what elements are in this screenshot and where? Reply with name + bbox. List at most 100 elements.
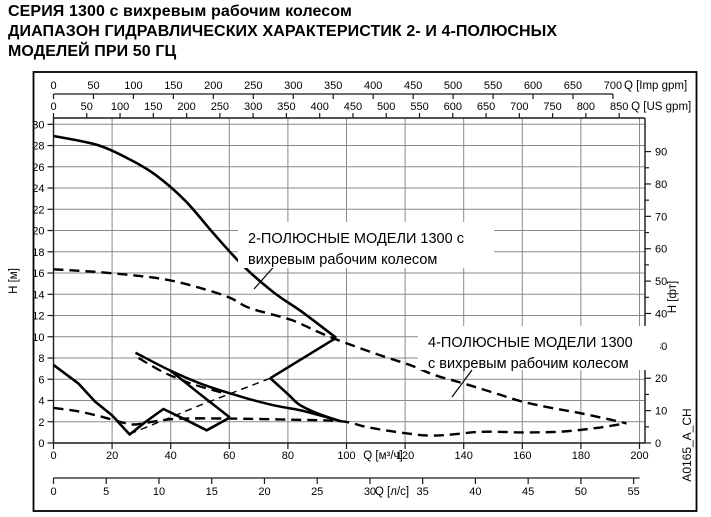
label-2pole-box xyxy=(238,222,494,268)
tick-label-imp: 600 xyxy=(524,80,542,92)
tick-label-imp: 350 xyxy=(324,80,342,92)
tick-label-m3h: 20 xyxy=(106,450,118,462)
label-4pole-box xyxy=(418,326,660,370)
curve-pole2-steep-line xyxy=(169,369,231,419)
tick-label-ls: 50 xyxy=(575,486,587,498)
tick-label-h-m: 22 xyxy=(32,204,44,216)
tick-label-h-ft: 80 xyxy=(655,179,667,191)
page-subtitle-line1: ДИАПАЗОН ГИДРАВЛИЧЕСКИХ ХАРАКТЕРИСТИК 2-… xyxy=(8,23,558,40)
tick-label-h-m: 28 xyxy=(32,141,44,153)
label-4pole-text: 4-ПОЛЮСНЫЕ МОДЕЛИ 1300 xyxy=(428,335,633,351)
tick-label-h-m: 10 xyxy=(32,332,44,344)
tick-label-ls: 15 xyxy=(206,486,218,498)
tick-label-m3h: 100 xyxy=(337,450,355,462)
pump-curves xyxy=(52,134,627,437)
label-2pole-text: вихревым рабочим колесом xyxy=(248,252,437,268)
tick-label-us: 500 xyxy=(377,101,395,113)
tick-label-m3h: 180 xyxy=(572,450,590,462)
tick-label-h-ft: 40 xyxy=(655,308,667,320)
tick-label-ls: 40 xyxy=(469,486,481,498)
tick-label-h-m: 26 xyxy=(32,162,44,174)
tick-label-h-m: 0 xyxy=(38,438,44,450)
curve-pole4-bottom-curve xyxy=(53,406,627,437)
tick-label-h-ft: 20 xyxy=(655,373,667,385)
drawing-code: A0165_A_CH xyxy=(680,408,694,481)
tick-label-ls: 10 xyxy=(153,486,165,498)
tick-label-m3h: 200 xyxy=(630,450,648,462)
tick-label-ls: 45 xyxy=(522,486,534,498)
tick-label-us: 600 xyxy=(444,101,462,113)
axis-title-h-ft: H [фт] xyxy=(667,281,679,313)
tick-label-imp: 400 xyxy=(364,80,382,92)
label-2pole-text: 2-ПОЛЮСНЫЕ МОДЕЛИ 1300 с xyxy=(248,231,464,247)
tick-label-imp: 700 xyxy=(604,80,622,92)
tick-label-us: 850 xyxy=(610,101,628,113)
tick-label-us: 450 xyxy=(344,101,362,113)
axis-title-us-gpm: Q [US gpm] xyxy=(631,101,691,113)
tick-label-m3h: 0 xyxy=(50,450,56,462)
page-title: СЕРИЯ 1300 с вихревым рабочим колесом xyxy=(8,3,352,20)
tick-label-h-m: 24 xyxy=(32,183,44,195)
tick-label-ls: 20 xyxy=(258,486,270,498)
tick-label-m3h: 60 xyxy=(223,450,235,462)
tick-label-us: 350 xyxy=(277,101,295,113)
page-subtitle-line2: МОДЕЛЕЙ ПРИ 50 ГЦ xyxy=(8,43,177,60)
tick-label-ls: 0 xyxy=(50,486,56,498)
leader-4pole xyxy=(451,369,473,398)
tick-label-imp: 650 xyxy=(564,80,582,92)
tick-label-imp: 50 xyxy=(87,80,99,92)
curve-pole4-min-flow-line xyxy=(129,377,271,435)
tick-label-ls: 55 xyxy=(628,486,640,498)
tick-label-us: 150 xyxy=(144,101,162,113)
tick-label-us: 650 xyxy=(477,101,495,113)
tick-label-m3h: 120 xyxy=(396,450,414,462)
tick-label-ls: 35 xyxy=(417,486,429,498)
tick-label-h-m: 6 xyxy=(38,374,44,386)
tick-label-ls: 5 xyxy=(103,486,109,498)
curve-pole4-top-curve xyxy=(53,268,627,425)
figure-frame xyxy=(32,71,698,512)
tick-label-h-ft: 0 xyxy=(655,438,661,450)
tick-label-imp: 150 xyxy=(164,80,182,92)
tick-label-us: 250 xyxy=(211,101,229,113)
tick-label-h-m: 16 xyxy=(32,268,44,280)
tick-label-h-m: 2 xyxy=(38,417,44,429)
tick-label-us: 700 xyxy=(510,101,528,113)
label-2pole: 2-ПОЛЮСНЫЕ МОДЕЛИ 1300 с вихревым рабочим… xyxy=(238,222,494,268)
curve-pole2-tip-lower xyxy=(269,377,342,423)
tick-label-us: 550 xyxy=(410,101,428,113)
tick-label-us: 300 xyxy=(244,101,262,113)
tick-label-m3h: 140 xyxy=(455,450,473,462)
axis-title-imp-gpm: Q [Imp gpm] xyxy=(624,80,687,92)
tick-label-m3h: 40 xyxy=(165,450,177,462)
label-4pole-text: с вихревым рабочим колесом xyxy=(428,356,629,372)
tick-label-h-ft: 50 xyxy=(655,276,667,288)
axis-title-m3h: Q [м³/ч] xyxy=(363,450,402,462)
curve-pole2-low-zigzag xyxy=(52,363,231,436)
tick-label-imp: 300 xyxy=(284,80,302,92)
tick-label-h-m: 8 xyxy=(38,353,44,365)
tick-label-imp: 200 xyxy=(204,80,222,92)
tick-label-m3h: 160 xyxy=(513,450,531,462)
tick-label-imp: 450 xyxy=(404,80,422,92)
tick-label-imp: 0 xyxy=(50,80,56,92)
curve-pole2-top-curve xyxy=(53,134,337,339)
tick-label-h-m: 14 xyxy=(32,289,44,301)
tick-label-imp: 550 xyxy=(484,80,502,92)
tick-label-h-m: 18 xyxy=(32,247,44,259)
label-4pole: 4-ПОЛЮСНЫЕ МОДЕЛИ 1300 с вихревым рабочим… xyxy=(418,326,660,372)
tick-label-us: 50 xyxy=(81,101,93,113)
header: СЕРИЯ 1300 с вихревым рабочим колесом ДИ… xyxy=(8,2,698,62)
tick-label-imp: 250 xyxy=(244,80,262,92)
curve-pole2-tip-upper xyxy=(269,336,337,380)
axes: 0 50 100 150 200 250 300 350 400 450 500 550 600 650 7… xyxy=(8,80,691,498)
tick-label-imp: 100 xyxy=(124,80,142,92)
tick-label-h-m: 20 xyxy=(32,226,44,238)
tick-label-h-ft: 70 xyxy=(655,211,667,223)
tick-label-imp: 500 xyxy=(444,80,462,92)
tick-label-h-ft: 60 xyxy=(655,244,667,256)
tick-label-ls: 30 xyxy=(364,486,376,498)
tick-label-us: 800 xyxy=(577,101,595,113)
